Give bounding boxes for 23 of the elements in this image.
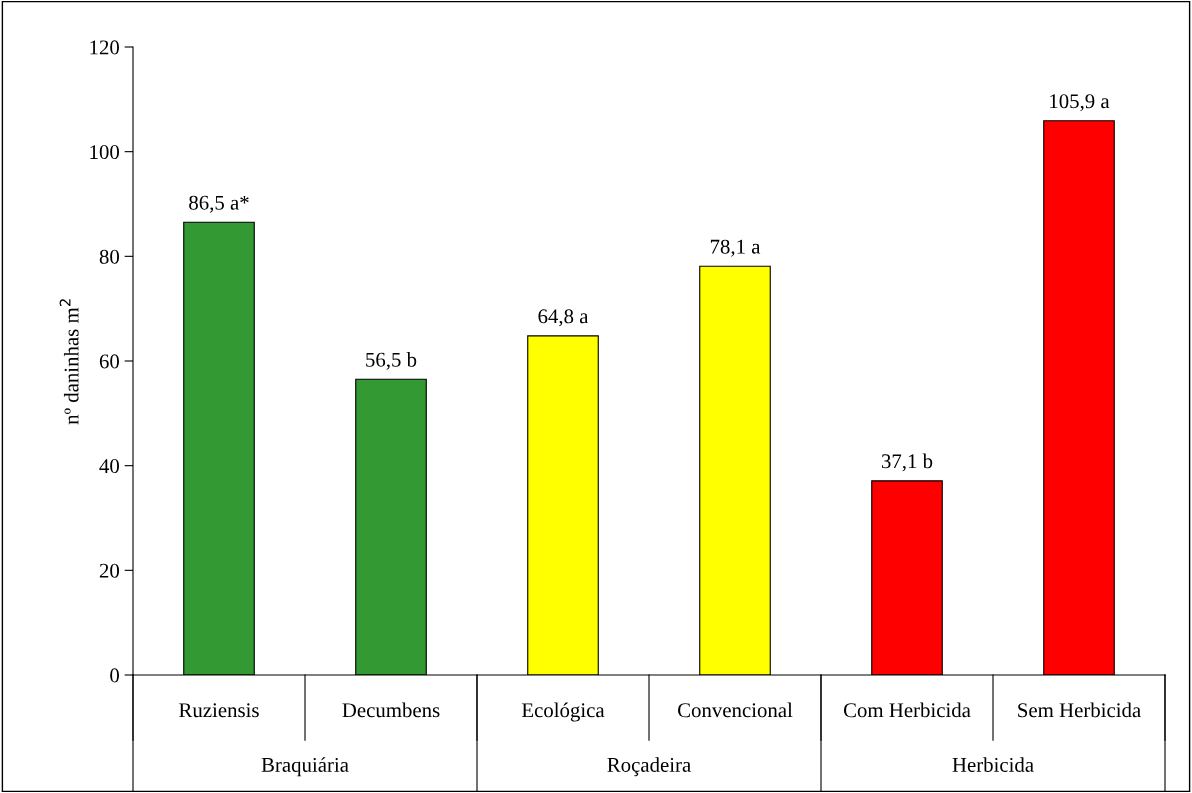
y-tick-label: 80 [99, 249, 120, 264]
data-label: 86,5 a* [189, 195, 249, 213]
y-axis-title: nº daninhas m$^{2}$ [59, 299, 79, 425]
x-tick-label: Ecológica [521, 702, 605, 722]
data-label: 37,1 b [881, 453, 933, 472]
x-tick-label: Ruziensis [179, 703, 259, 718]
data-label: 64,8 a [538, 309, 589, 327]
text: Braquiária [261, 757, 349, 777]
text: Roçadeira [607, 757, 691, 777]
y-tick-label: 60 [99, 354, 120, 369]
text: Herbicida [952, 757, 1034, 772]
y-tick-label: 0 [110, 668, 120, 683]
y-tick-label: 120 [90, 40, 120, 55]
data-label: 56,5 b [366, 352, 417, 370]
x-tick-label: Convencional [678, 702, 793, 718]
y-tick-label: 20 [99, 563, 120, 578]
x-tick-label: Sem Herbicida [1018, 702, 1141, 718]
x-tick-label: Decumbens [342, 702, 440, 718]
data-label: 78,1 a [710, 239, 761, 257]
y-tick-label: 100 [90, 145, 120, 160]
y-tick-label: 40 [99, 459, 120, 474]
data-label: 105,9 a [1050, 94, 1110, 112]
x-tick-label: Com Herbicida [843, 702, 971, 718]
